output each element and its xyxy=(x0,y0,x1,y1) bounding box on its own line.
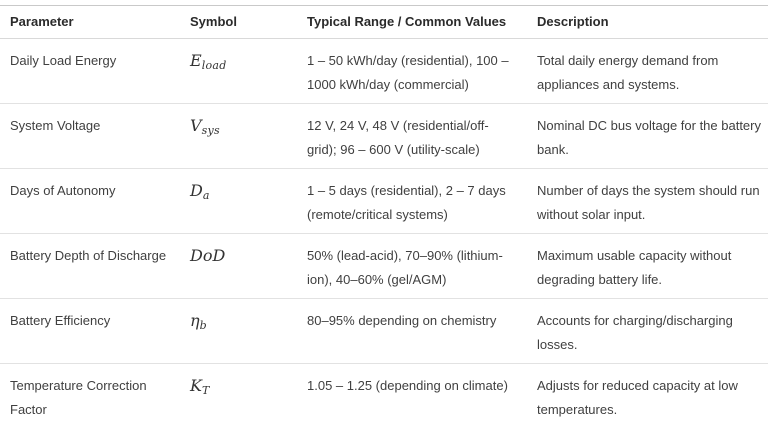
parameter-cell: Battery Efficiency xyxy=(10,313,111,328)
description-cell: Accounts for charging/discharging losses. xyxy=(537,313,733,352)
table-row-battery-efficiency: Battery Efficiency ηb 80–95% depending o… xyxy=(0,298,768,363)
parameter-cell: Temperature Correction Factor xyxy=(10,378,147,417)
symbol-cell: Vsys xyxy=(190,114,307,162)
symbol-base: V xyxy=(190,116,202,135)
parameters-table: Parameter Symbol Typical Range / Common … xyxy=(0,5,768,428)
parameter-cell: Battery Depth of Discharge xyxy=(10,248,167,263)
symbol-subscript: sys xyxy=(201,124,220,137)
column-header-description: Description xyxy=(537,14,609,29)
description-cell: Total daily energy demand from appliances… xyxy=(537,53,719,92)
symbol-base: K xyxy=(190,376,202,395)
symbol-cell: KT xyxy=(190,374,307,422)
table-row-daily-load-energy: Daily Load Energy Eload 1 – 50 kWh/day (… xyxy=(0,39,768,103)
range-cell: 1.05 – 1.25 (depending on climate) xyxy=(307,378,508,393)
symbol-cell: Da xyxy=(190,179,307,227)
symbol-subscript: a xyxy=(202,189,210,202)
parameter-cell: Daily Load Energy xyxy=(10,53,117,68)
range-cell: 50% (lead-acid), 70–90% (lithium-ion), 4… xyxy=(307,248,503,287)
symbol-subscript: load xyxy=(201,59,227,72)
description-cell: Adjusts for reduced capacity at low tempe… xyxy=(537,378,738,417)
symbol-base: D xyxy=(190,181,203,200)
column-header-symbol: Symbol xyxy=(190,14,237,29)
range-cell: 80–95% depending on chemistry xyxy=(307,313,497,328)
parameter-cell: System Voltage xyxy=(10,118,101,133)
symbol-cell: ηb xyxy=(190,309,307,357)
symbol-base: DoD xyxy=(190,246,226,265)
table-row-battery-depth-of-discharge: Battery Depth of Discharge DoD 50% (lead… xyxy=(0,233,768,298)
table-row-days-of-autonomy: Days of Autonomy Da 1 – 5 days (resident… xyxy=(0,168,768,233)
range-cell: 1 – 5 days (residential), 2 – 7 days (rem… xyxy=(307,183,506,222)
symbol-cell: Eload xyxy=(190,49,307,97)
symbol-subscript: b xyxy=(199,319,207,332)
symbol-base: η xyxy=(190,311,200,330)
description-cell: Maximum usable capacity without degrading… xyxy=(537,248,732,287)
table-header-row: Parameter Symbol Typical Range / Common … xyxy=(0,6,768,39)
table-row-system-voltage: System Voltage Vsys 12 V, 24 V, 48 V (re… xyxy=(0,103,768,168)
table-row-temperature-correction-factor: Temperature Correction Factor KT 1.05 – 1… xyxy=(0,363,768,428)
range-cell: 1 – 50 kWh/day (residential), 100 –1000 … xyxy=(307,53,509,92)
column-header-typical-range: Typical Range / Common Values xyxy=(307,14,507,29)
column-header-parameter: Parameter xyxy=(10,14,74,29)
parameter-cell: Days of Autonomy xyxy=(10,183,116,198)
description-cell: Number of days the system should run with… xyxy=(537,183,760,222)
symbol-subscript: T xyxy=(201,384,210,397)
symbol-cell: DoD xyxy=(190,244,307,292)
symbol-base: E xyxy=(190,51,202,70)
description-cell: Nominal DC bus voltage for the battery ba… xyxy=(537,118,761,157)
range-cell: 12 V, 24 V, 48 V (residential/off-grid);… xyxy=(307,118,489,157)
